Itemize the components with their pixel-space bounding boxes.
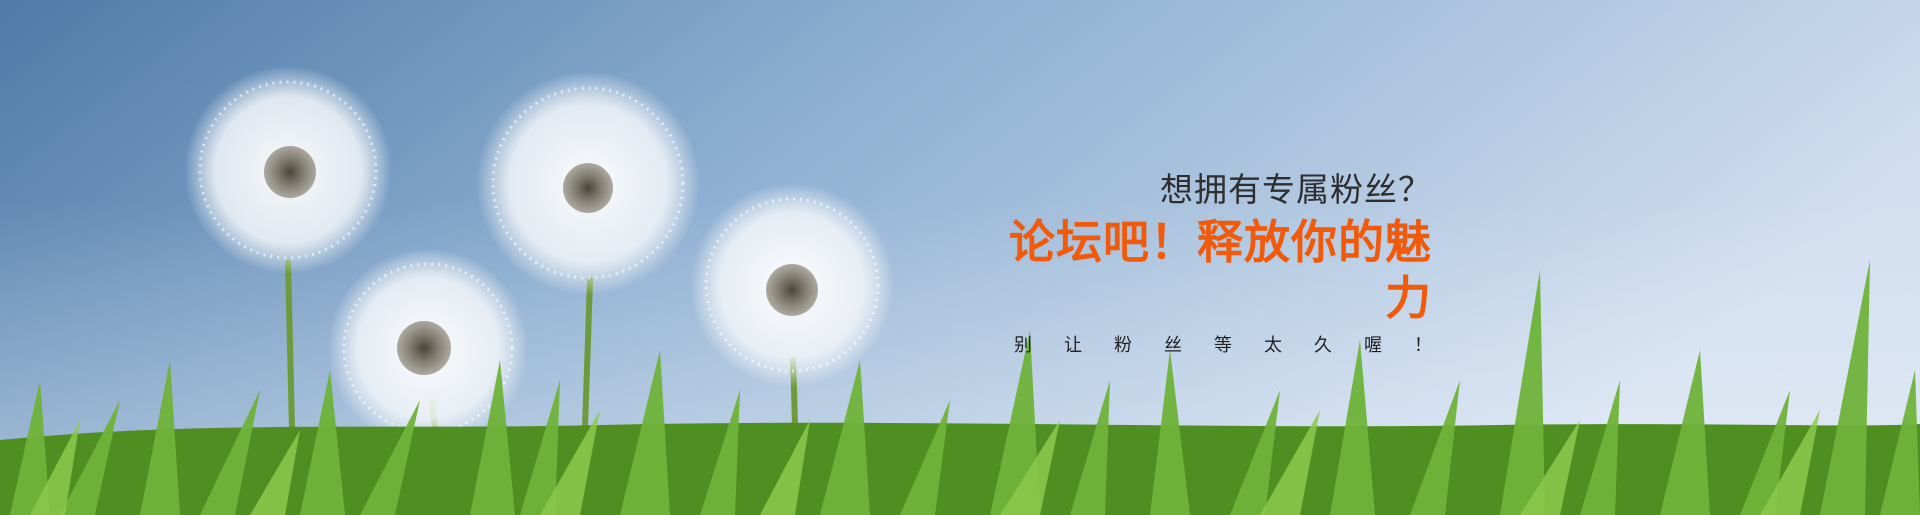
dandelion-1 <box>184 66 392 274</box>
slogan-question: 想拥有专属粉丝？ <box>1160 170 1432 209</box>
slogan-block: 想拥有专属粉丝？ 论坛吧！释放你的魅力 别让粉丝等太久喔！ <box>980 168 1432 358</box>
dandelion-2 <box>476 71 700 295</box>
dandelion-4 <box>690 183 894 387</box>
grass-field <box>0 260 1920 515</box>
dandelion-3 <box>328 248 528 448</box>
slogan-subline: 别让粉丝等太久喔！ <box>1014 335 1464 356</box>
slogan-headline: 论坛吧！释放你的魅力 <box>1009 215 1432 325</box>
